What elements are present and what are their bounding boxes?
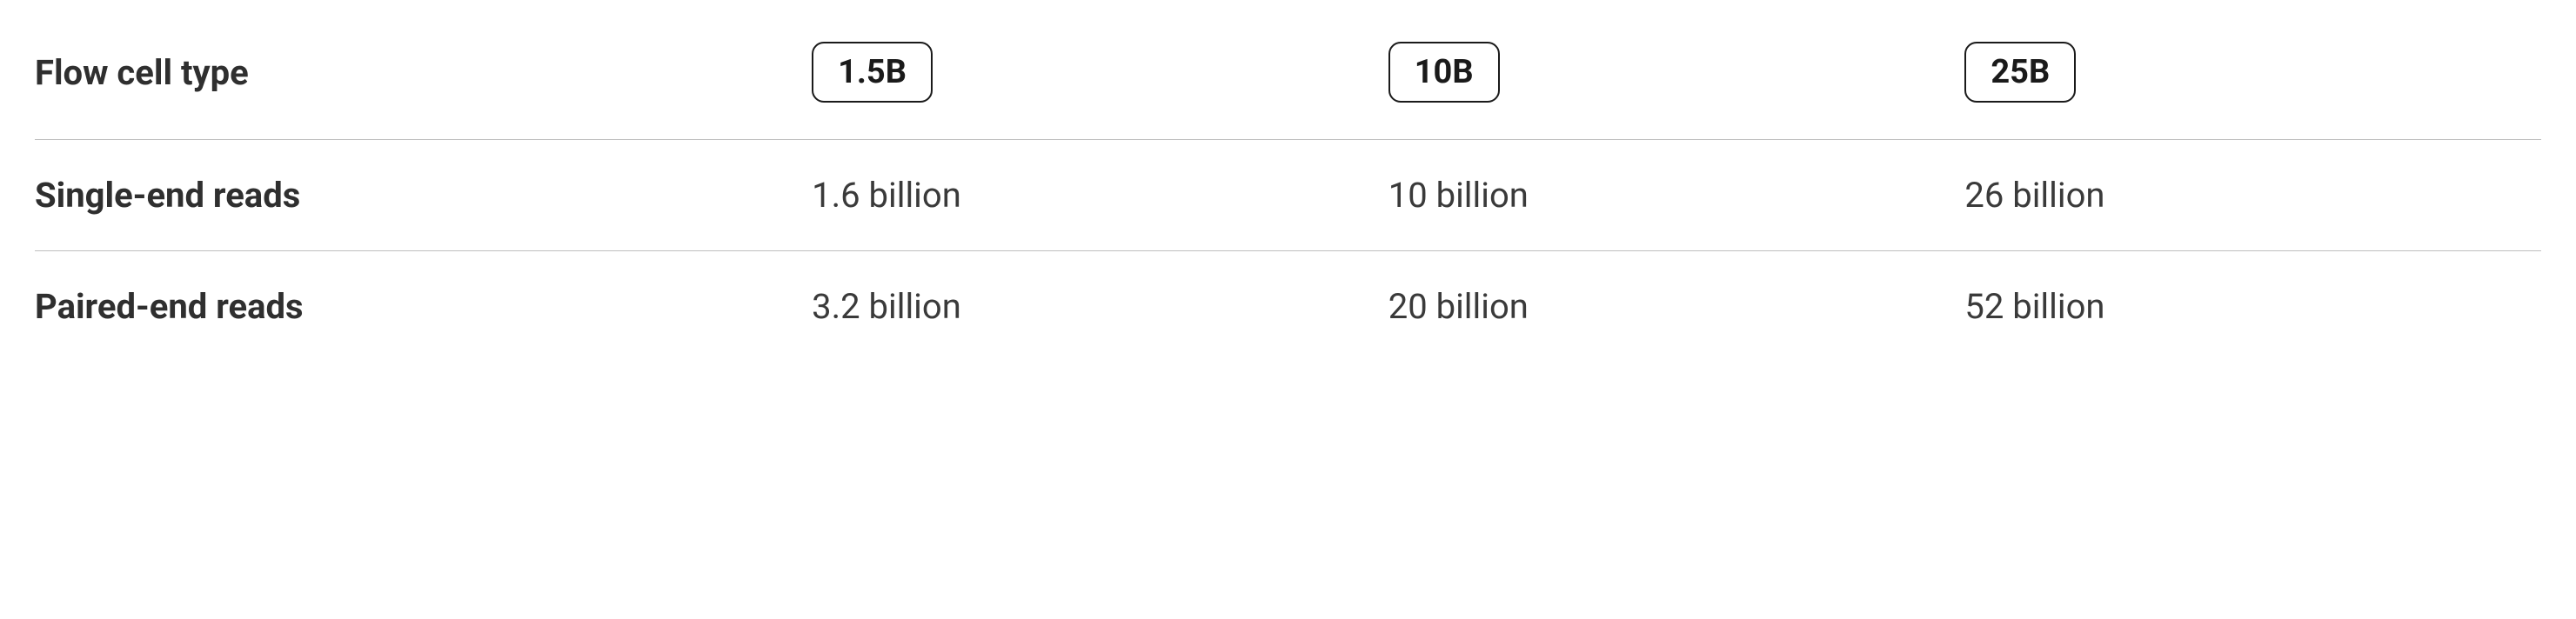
value: 52 billion	[1964, 286, 2104, 327]
flow-cell-type-pill: 10B	[1388, 42, 1500, 103]
value: 1.6 billion	[812, 175, 961, 216]
row-label-cell: Paired-end reads	[35, 286, 812, 327]
value: 26 billion	[1964, 175, 2104, 216]
column-header-cell: 25B	[1964, 42, 2541, 103]
value-cell: 52 billion	[1964, 286, 2541, 327]
row-label: Paired-end reads	[35, 286, 304, 327]
value-cell: 26 billion	[1964, 175, 2541, 216]
value-cell: 1.6 billion	[812, 175, 1388, 216]
value: 20 billion	[1388, 286, 1529, 327]
table-header-row: Flow cell type 1.5B 10B 25B	[35, 17, 2541, 140]
value-cell: 10 billion	[1388, 175, 1965, 216]
row-label-cell: Single-end reads	[35, 175, 812, 216]
table-corner-label-cell: Flow cell type	[35, 52, 812, 93]
column-header-cell: 10B	[1388, 42, 1965, 103]
table-row: Single-end reads 1.6 billion 10 billion …	[35, 140, 2541, 251]
columns-label: Flow cell type	[35, 52, 249, 93]
row-label: Single-end reads	[35, 175, 300, 216]
table-row: Paired-end reads 3.2 billion 20 billion …	[35, 251, 2541, 362]
value: 3.2 billion	[812, 286, 961, 327]
column-header-cell: 1.5B	[812, 42, 1388, 103]
value-cell: 20 billion	[1388, 286, 1965, 327]
flow-cell-type-pill: 1.5B	[812, 42, 933, 103]
value: 10 billion	[1388, 175, 1529, 216]
value-cell: 3.2 billion	[812, 286, 1388, 327]
flow-cell-table: Flow cell type 1.5B 10B 25B Single-end r…	[35, 17, 2541, 362]
flow-cell-type-pill: 25B	[1964, 42, 2076, 103]
